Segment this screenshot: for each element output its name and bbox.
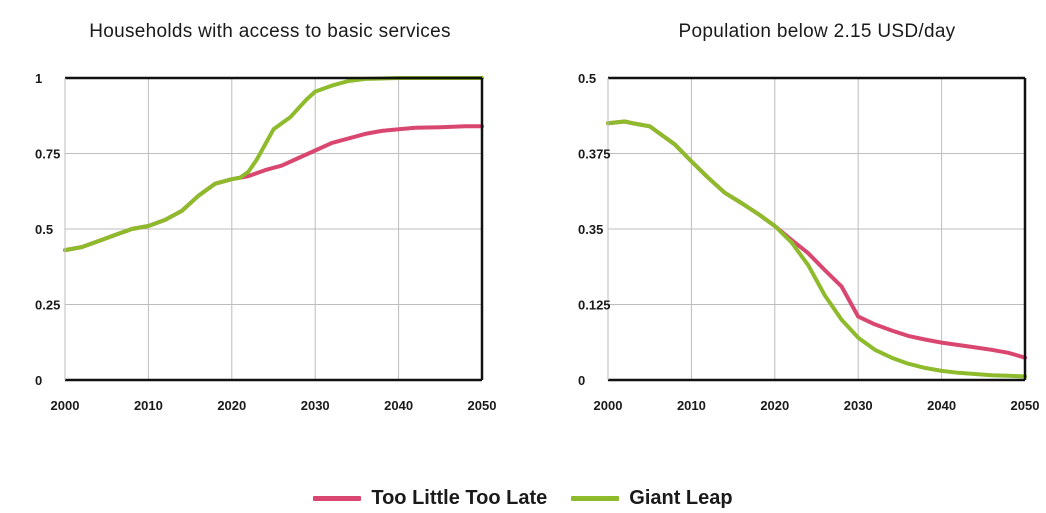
x-tick-label: 2010 xyxy=(677,398,706,413)
y-tick-label: 0.35 xyxy=(578,222,603,237)
legend-label: Too Little Too Late xyxy=(371,487,548,509)
y-tick-label: 0.375 xyxy=(578,147,611,162)
chart-title: Households with access to basic services xyxy=(89,21,451,42)
y-tick-label: 0.5 xyxy=(578,71,596,86)
y-tick-label: 0 xyxy=(35,373,42,388)
legend-item-giant-leap: Giant Leap xyxy=(571,487,733,510)
legend-swatch-too-little-too-late xyxy=(313,496,362,501)
x-tick-label: 2000 xyxy=(51,398,80,413)
x-tick-label: 2010 xyxy=(134,398,163,413)
series-line-too-little-too-late xyxy=(606,119,1027,360)
y-tick-label: 0.5 xyxy=(35,222,53,237)
chart-title: Population below 2.15 USD/day xyxy=(679,21,956,42)
x-tick-label: 2030 xyxy=(844,398,873,413)
legend: Too Little Too Late Giant Leap xyxy=(0,487,1046,510)
legend-swatch-giant-leap xyxy=(571,496,620,501)
series-line-giant-leap xyxy=(63,76,484,253)
y-tick-label: 0 xyxy=(578,373,585,388)
x-tick-label: 2020 xyxy=(760,398,789,413)
x-tick-label: 2050 xyxy=(1011,398,1040,413)
y-tick-label: 1 xyxy=(35,71,42,86)
x-tick-label: 2020 xyxy=(217,398,246,413)
chart-2: Population below 2.15 USD/day 2000 2010 202… xyxy=(578,21,1039,413)
x-tick-label: 2000 xyxy=(594,398,623,413)
y-tick-label: 0.125 xyxy=(578,298,611,313)
x-tick-label: 2030 xyxy=(301,398,330,413)
x-tick-label: 2050 xyxy=(468,398,497,413)
chart-1: Households with access to basic services… xyxy=(35,21,496,413)
series-line-giant-leap xyxy=(606,119,1027,379)
legend-item-too-little-too-late: Too Little Too Late xyxy=(313,487,547,510)
y-tick-label: 0.75 xyxy=(35,147,60,162)
y-tick-label: 0.25 xyxy=(35,298,60,313)
legend-label: Giant Leap xyxy=(629,487,733,509)
x-tick-label: 2040 xyxy=(384,398,413,413)
x-tick-label: 2040 xyxy=(927,398,956,413)
